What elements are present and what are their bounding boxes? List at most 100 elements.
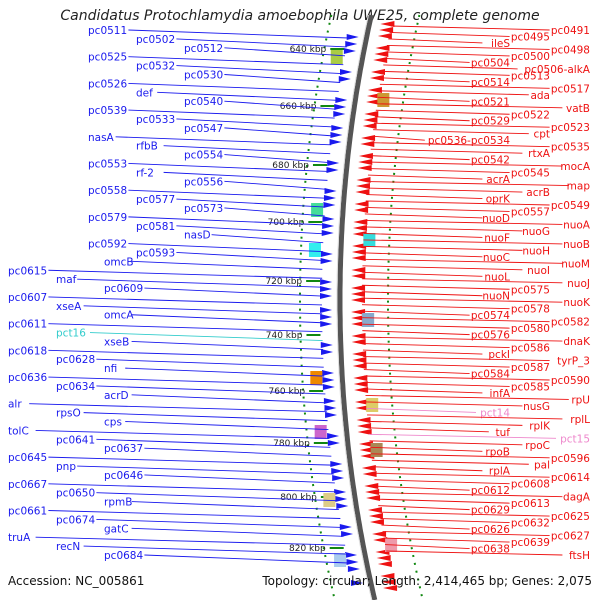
left-label-leader [131, 501, 339, 511]
left-gene-label: truA [8, 532, 31, 544]
left-label-leader [131, 314, 323, 324]
right-label-leader [377, 96, 470, 102]
map-title: Candidatus Protochlamydia amoebophila UW… [60, 8, 540, 24]
right-gene-label: pc0584 [471, 369, 510, 381]
right-label-leader [375, 109, 510, 115]
right-gene-label: nusG [523, 401, 550, 413]
left-label-leader [224, 127, 333, 137]
reverse-gene-arrow [357, 165, 372, 171]
right-gene-label: nuoB [563, 239, 590, 251]
right-label-leader [365, 401, 523, 407]
right-label-leader [364, 226, 523, 232]
right-gene-label: pc0498 [551, 44, 590, 56]
reverse-gene-arrow [352, 357, 367, 363]
left-gene-label: pc0593 [136, 247, 175, 259]
right-label-leader [382, 70, 510, 76]
right-gene-label: pc0529 [471, 116, 510, 128]
right-label-leader [386, 550, 563, 556]
reverse-gene-arrow [376, 555, 391, 561]
forward-gene-arrow [332, 475, 345, 481]
right-gene-label: vatB [566, 103, 590, 115]
forward-gene-arrow [324, 405, 337, 411]
reverse-gene-arrow [351, 291, 366, 297]
forward-gene-arrow [339, 69, 352, 75]
reverse-gene-arrow [362, 471, 377, 477]
right-gene-label: pc0612 [471, 485, 510, 497]
tick-label: 740 kbp [266, 331, 303, 341]
left-gene-label: rf-2 [136, 167, 154, 179]
left-gene-label: pc0553 [88, 158, 127, 170]
forward-gene-arrow [327, 433, 340, 439]
right-gene-label: acrB [526, 187, 550, 199]
right-label-leader [363, 245, 523, 251]
right-label-leader [368, 433, 557, 439]
right-label-leader [376, 103, 563, 109]
left-label-leader [48, 456, 333, 466]
feature-block [377, 93, 390, 107]
right-gene-label: rtxA [528, 148, 551, 160]
reverse-gene-arrow [355, 405, 370, 411]
reverse-gene-arrow [355, 189, 370, 195]
left-gene-label: pc0577 [136, 194, 175, 206]
right-label-leader [362, 291, 483, 297]
forward-gene-arrow [331, 125, 344, 131]
left-label-leader [131, 527, 344, 537]
forward-gene-arrow [338, 76, 351, 82]
right-label-leader [364, 219, 563, 225]
reverse-gene-arrow [369, 75, 384, 81]
right-label-leader [371, 142, 550, 148]
right-gene-label: pc0545 [511, 168, 550, 180]
feature-block [334, 553, 347, 567]
left-label-leader [115, 136, 332, 146]
left-gene-label: pc0674 [56, 514, 95, 526]
right-gene-label: pc0639 [511, 537, 550, 549]
feature-block [370, 443, 383, 457]
forward-gene-arrow [320, 286, 333, 292]
tick-label: 640 kbp [290, 45, 327, 55]
right-label-leader [366, 194, 483, 199]
forward-gene-arrow [346, 34, 359, 40]
left-gene-label: pc0615 [8, 265, 47, 277]
right-gene-label: rplL [570, 414, 590, 426]
right-label-leader [362, 349, 483, 355]
left-label-leader [131, 394, 327, 404]
right-gene-label: pc0500 [511, 51, 550, 63]
left-label-leader [224, 207, 325, 217]
right-label-leader [365, 200, 550, 206]
right-label-leader [371, 459, 529, 465]
backbone-arc [337, 14, 378, 600]
left-gene-label: pc0556 [184, 176, 223, 188]
left-gene-label: pc0579 [88, 212, 127, 224]
right-label-leader [363, 232, 483, 238]
left-label-leader [157, 91, 338, 101]
left-label-leader [83, 545, 347, 555]
left-label-leader [96, 358, 324, 368]
left-label-leader [35, 429, 330, 439]
reverse-gene-arrow [351, 333, 366, 339]
right-label-leader [366, 187, 523, 193]
forward-gene-arrow [327, 440, 340, 446]
right-gene-label: pc0542 [471, 155, 510, 167]
forward-gene-arrow [322, 216, 335, 222]
right-gene-label: pc0580 [511, 323, 550, 335]
right-gene-label: oprK [486, 194, 511, 206]
right-label-leader [362, 310, 470, 316]
forward-gene-arrow [323, 202, 336, 208]
reverse-gene-arrow [352, 243, 367, 249]
left-label-leader [128, 56, 344, 66]
right-gene-label: pc0608 [511, 479, 550, 491]
feature-block [310, 371, 323, 385]
right-gene-label: pc0522 [511, 109, 550, 121]
reverse-gene-arrow [372, 531, 387, 537]
reverse-gene-arrow [353, 375, 368, 381]
left-label-leader [48, 323, 323, 333]
left-gene-label: def [136, 87, 153, 99]
left-gene-label: pc0684 [104, 550, 143, 562]
right-label-leader [373, 129, 529, 135]
forward-gene-arrow [343, 48, 356, 54]
right-gene-label: nuoD [482, 213, 510, 225]
feature-block [366, 398, 379, 412]
right-label-leader [381, 524, 470, 530]
reverse-gene-arrow [362, 123, 377, 129]
left-gene-label: pc0525 [88, 52, 127, 64]
